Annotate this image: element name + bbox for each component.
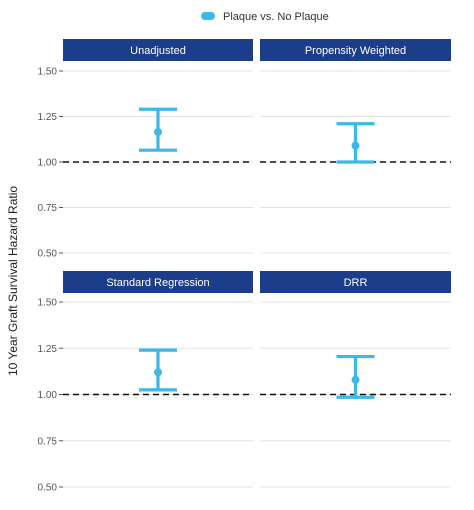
- error-bar: [139, 107, 177, 152]
- y-tick-label: 1.50: [38, 298, 58, 309]
- panel-grid: [260, 70, 451, 254]
- point-estimate: [154, 127, 162, 136]
- y-axis-title: 10 Year Graft Survival Hazard Ratio: [6, 186, 20, 376]
- point-estimate: [351, 141, 360, 150]
- legend-label: Plaque vs. No Plaque: [223, 11, 329, 23]
- panel-drr: DRR: [260, 271, 451, 488]
- error-bar: [139, 348, 177, 392]
- legend-key: [201, 12, 215, 20]
- panel-title: Unadjusted: [130, 45, 186, 57]
- y-tick-label: 0.75: [38, 436, 58, 447]
- y-tick-label: 1.00: [38, 390, 58, 401]
- error-bar: [336, 354, 375, 399]
- y-axis-ticks-top: 0.50 0.75 1.00 1.25 1.50: [38, 67, 63, 260]
- panel-propensity-weighted: Propensity Weighted: [260, 39, 451, 254]
- panel-strip: [260, 39, 451, 61]
- y-tick-label: 1.50: [38, 67, 58, 78]
- y-tick-label: 0.75: [38, 203, 58, 214]
- point-estimate: [351, 375, 360, 384]
- panel-strip: [260, 271, 451, 293]
- y-tick-label: 1.25: [38, 344, 58, 355]
- panel-strip: [63, 271, 253, 293]
- y-tick-label: 0.50: [38, 483, 58, 494]
- error-bar: [336, 122, 375, 164]
- panel-title: DRR: [344, 277, 368, 289]
- y-axis-ticks-bottom: 0.50 0.75 1.00 1.25 1.50: [38, 298, 63, 494]
- panel-standard-regression: Standard Regression: [63, 271, 253, 488]
- y-tick-label: 1.25: [38, 112, 58, 123]
- y-tick-label: 0.50: [38, 249, 58, 260]
- panel-title: Propensity Weighted: [305, 45, 406, 57]
- point-estimate: [154, 368, 162, 377]
- panel-strip: [63, 39, 253, 61]
- panel-title: Standard Regression: [106, 277, 209, 289]
- panel-unadjusted: Unadjusted: [63, 39, 253, 254]
- legend: Plaque vs. No Plaque: [201, 11, 329, 23]
- y-tick-label: 1.00: [38, 158, 58, 169]
